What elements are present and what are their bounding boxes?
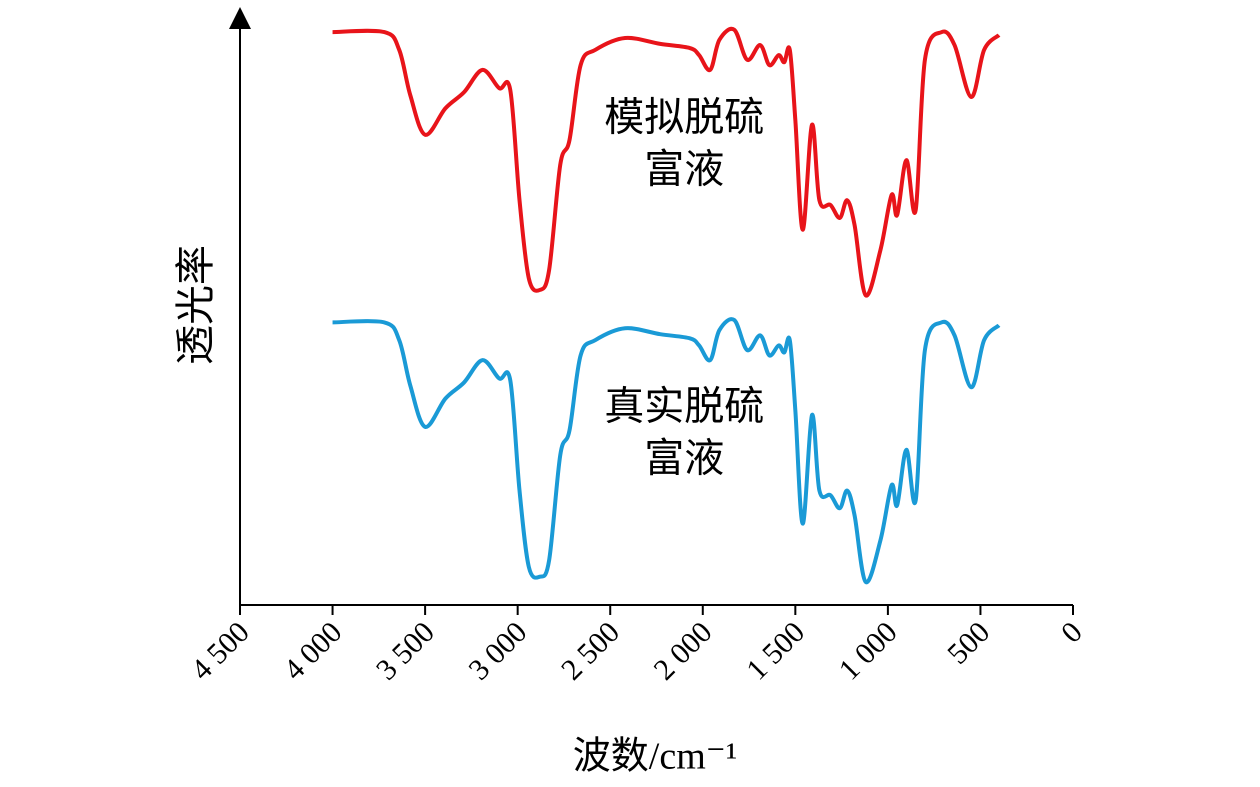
y-axis-label: 透光率 (173, 245, 218, 365)
annotation: 富液 (644, 146, 724, 191)
x-tick-label: 3 000 (462, 615, 533, 686)
annotation: 真实脱硫 (604, 383, 764, 428)
spectrum-line (332, 26, 1001, 298)
x-tick-label: 1 500 (740, 615, 811, 686)
x-tick-label: 2 000 (648, 615, 719, 686)
x-tick-label: 1 000 (833, 615, 904, 686)
x-tick-label: 2 500 (555, 615, 626, 686)
annotation: 富液 (644, 435, 724, 480)
annotation: 模拟脱硫 (604, 94, 764, 139)
spectrum-line (332, 317, 1001, 585)
x-axis-label: 波数/cm⁻¹ (573, 736, 737, 778)
x-tick-label: 3 500 (370, 615, 441, 686)
x-tick-label: 4 000 (277, 615, 348, 686)
y-axis-arrow (229, 7, 251, 29)
x-tick-label: 4 500 (185, 615, 256, 686)
x-tick-label: 0 (1055, 615, 1089, 649)
x-tick-label: 500 (941, 615, 996, 670)
